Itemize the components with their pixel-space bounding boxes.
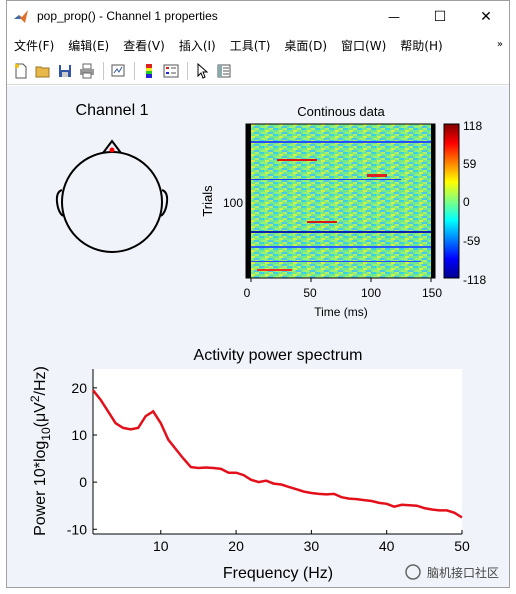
spectrum-ytick-label: 20 [71,380,87,396]
title-bar[interactable]: pop_prop() - Channel 1 properties — ☐ ✕ [7,1,509,33]
menu-bar: 文件(F) 编辑(E) 查看(V) 插入(I) 工具(T) 桌面(D) 窗口(W… [7,33,509,57]
close-button[interactable]: ✕ [463,1,509,33]
spectrum-xtick-label: 20 [228,538,244,554]
spectrum-ylabel: Power 10*log10(μV2/Hz) [28,366,53,536]
erp-ylabel: Trials [200,185,215,217]
erp-xlabel: Time (ms) [314,305,368,319]
print-icon[interactable] [77,61,97,81]
save-icon[interactable] [55,61,75,81]
property-editor-icon[interactable] [214,61,234,81]
menu-view[interactable]: 查看(V) [123,38,165,53]
matlab-logo-icon [14,10,28,23]
spectrum-xlabel: Frequency (Hz) [223,565,333,582]
menu-help[interactable]: 帮助(H) [400,38,443,53]
spectrum-xtick-label: 10 [153,538,169,554]
erpimage-plot [245,123,436,279]
figure-window: pop_prop() - Channel 1 properties — ☐ ✕ … [6,0,510,588]
spectrum-line [92,389,463,519]
colorbar-tick: 0 [463,195,470,209]
new-figure-icon[interactable] [11,61,31,81]
pointer-icon[interactable] [192,61,212,81]
erpimage-title: Continous data [297,104,385,119]
toolbar-separator [187,61,188,80]
figure-svg: Channel 1 Continous data [28,102,499,582]
spectrum-xtick-label: 50 [454,538,470,554]
maximize-icon: ☐ [433,9,447,25]
spectrum-axes [93,369,462,534]
watermark-text: 脑机接口社区 [427,565,499,580]
head-topoplot [55,139,169,253]
maximize-button[interactable]: ☐ [417,1,463,33]
menu-desktop[interactable]: 桌面(D) [284,38,328,53]
figure-canvas: Channel 1 Continous data [7,86,509,587]
erp-xtick: 0 [244,286,251,300]
toolbar [7,57,509,85]
spectrum-xtick-label: 30 [304,538,320,554]
watermark: 脑机接口社区 [405,564,499,580]
menu-window[interactable]: 窗口(W) [341,38,387,53]
link-plot-icon[interactable] [108,61,128,81]
erp-xtick: 150 [422,286,442,300]
spectrum-ytick-label: 10 [71,427,87,443]
colorbar [443,123,460,279]
colorbar-tick: 59 [463,157,477,171]
colorbar-tick: -118 [463,273,486,287]
channel-marker [109,147,115,153]
erp-xtick: 50 [303,286,317,300]
colorbar-icon[interactable] [139,61,159,81]
minimize-button[interactable]: — [371,1,417,33]
legend-icon[interactable] [161,61,181,81]
erp-ytick: 100 [223,196,243,210]
menu-edit[interactable]: 编辑(E) [68,38,110,53]
spectrum-title: Activity power spectrum [194,347,363,364]
minimize-icon: — [388,10,400,24]
colorbar-tick: -59 [463,234,481,248]
menu-tools[interactable]: 工具(T) [229,38,271,53]
colorbar-tick: 118 [463,119,482,133]
topo-title: Channel 1 [76,102,149,119]
window-title: pop_prop() - Channel 1 properties [37,9,218,23]
spectrum-ytick-label: 0 [79,474,87,490]
open-file-icon[interactable] [33,61,53,81]
toolbar-separator [134,61,135,80]
menu-insert[interactable]: 插入(I) [178,38,216,53]
spectrum-ytick-label: -10 [67,521,87,537]
spectrum-xtick-label: 40 [379,538,395,554]
close-icon: ✕ [480,9,492,25]
erp-xtick: 100 [361,286,381,300]
menu-file[interactable]: 文件(F) [14,38,55,53]
wechat-icon [405,564,421,580]
toolbar-separator [103,61,104,80]
menu-overflow-icon[interactable]: » [496,39,503,50]
